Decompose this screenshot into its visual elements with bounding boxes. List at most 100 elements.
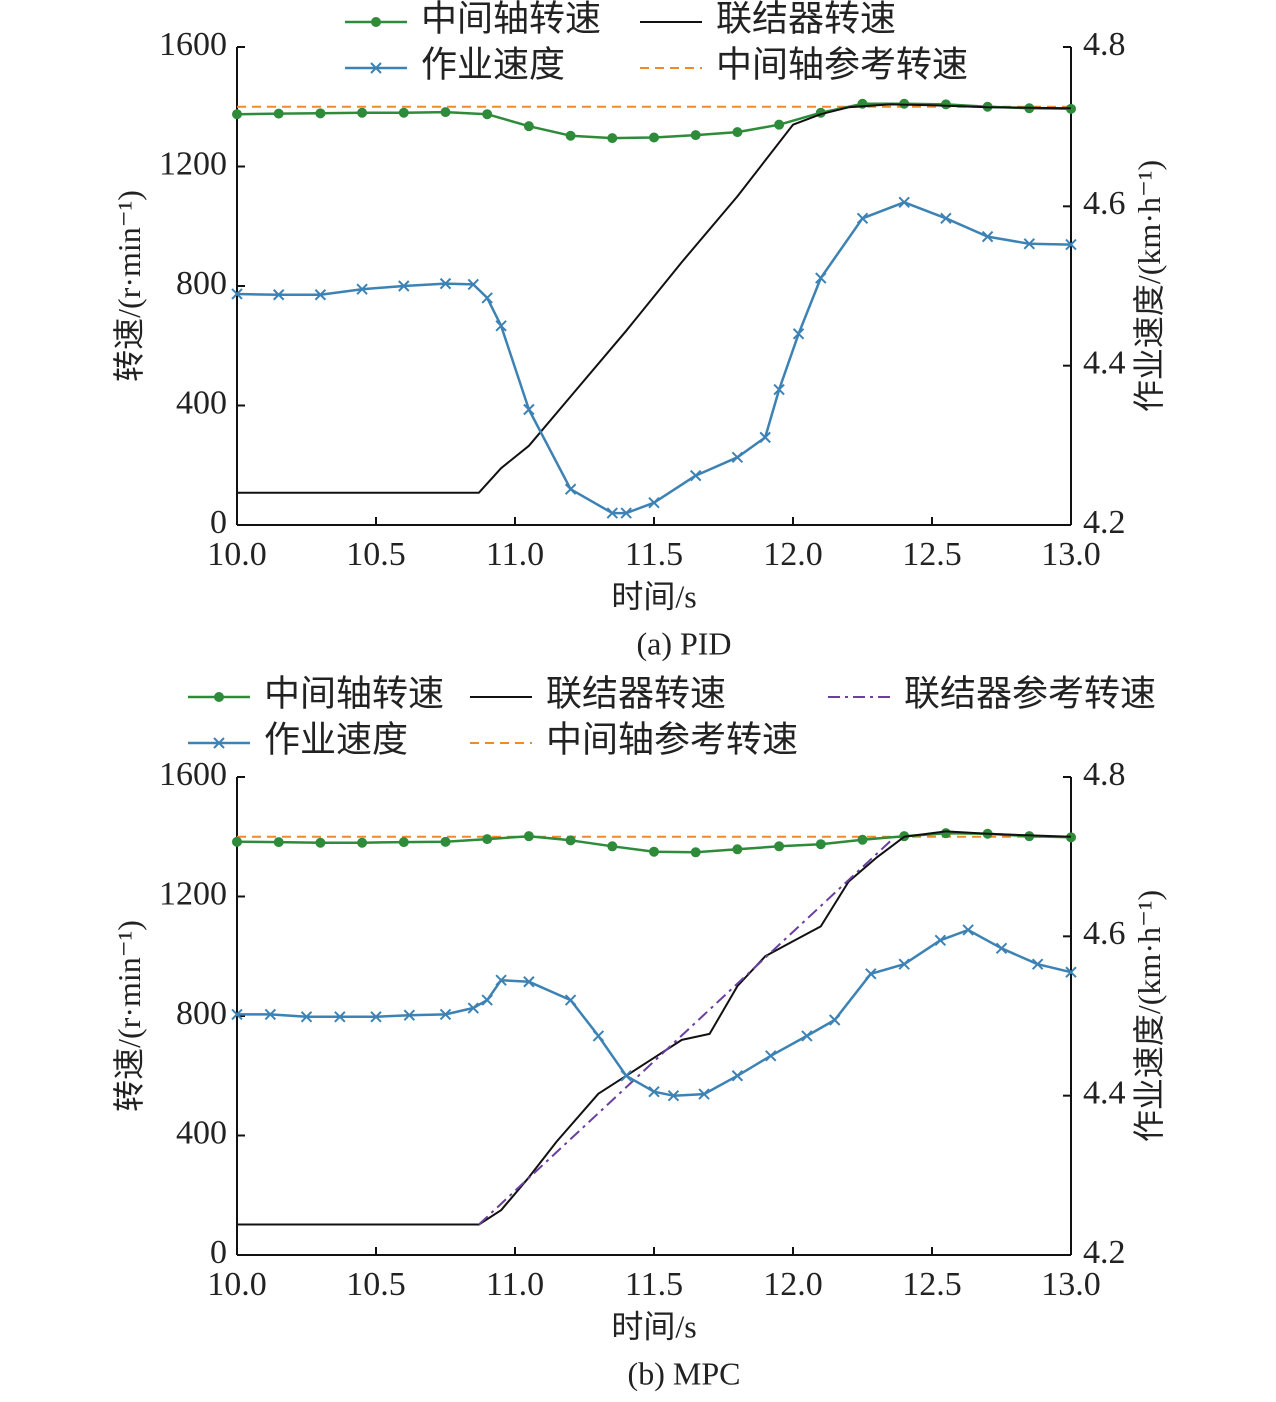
point-work bbox=[495, 320, 507, 332]
point-shaft bbox=[440, 107, 451, 118]
series-line-work bbox=[237, 928, 1072, 1097]
y2-tick-label: 4.8 bbox=[1083, 26, 1126, 63]
point-shaft bbox=[398, 107, 409, 118]
point-work bbox=[264, 1008, 277, 1021]
x-tick-label: 10.0 bbox=[207, 1266, 267, 1303]
point-work bbox=[934, 934, 947, 947]
series-coupler bbox=[237, 103, 1072, 494]
y-tick-label: 0 bbox=[210, 504, 227, 541]
point-work bbox=[231, 1008, 243, 1021]
point-shaft bbox=[523, 831, 534, 842]
point-shaft bbox=[649, 846, 659, 857]
point-work bbox=[467, 278, 480, 291]
legend-label: 联结器参考转速 bbox=[904, 673, 1156, 713]
legend-item-work: 作业速度 bbox=[345, 44, 565, 84]
point-shaft bbox=[732, 844, 743, 855]
point-shaft bbox=[232, 836, 242, 847]
point-work bbox=[995, 942, 1008, 954]
series-work bbox=[231, 924, 1077, 1102]
point-shaft bbox=[857, 834, 868, 845]
chart-panel-pid: 10.0 10.5 11.0 11.5 12.0 12.5 13.0 0 400 800 1200 1… bbox=[111, 0, 1167, 661]
point-work bbox=[1031, 958, 1044, 970]
point-work bbox=[620, 1070, 632, 1082]
y2-tick-label: 4.4 bbox=[1083, 344, 1126, 381]
y2-tick-label: 4.8 bbox=[1083, 756, 1126, 793]
x-axis-title: 时间/s bbox=[611, 1308, 696, 1344]
series-line-coupler bbox=[237, 830, 1072, 1226]
panel-caption: (a) PID bbox=[636, 625, 731, 661]
series-coupler_ref bbox=[478, 840, 891, 1226]
legend-marker bbox=[370, 62, 382, 74]
x-tick-label: 11.0 bbox=[486, 1266, 544, 1303]
y-tick-label: 0 bbox=[210, 1234, 227, 1271]
point-work bbox=[231, 288, 243, 300]
y-tick-label: 1200 bbox=[159, 145, 227, 182]
point-work bbox=[272, 289, 285, 301]
x-tick-label: 11.5 bbox=[625, 1266, 683, 1303]
point-work bbox=[1023, 238, 1036, 250]
point-work bbox=[1065, 966, 1077, 978]
x-tick-label: 12.5 bbox=[902, 1266, 962, 1303]
point-shaft bbox=[440, 836, 451, 847]
legend-item-coupler_ref: 联结器参考转速 bbox=[828, 673, 1156, 713]
y-tick-label: 1600 bbox=[159, 756, 227, 793]
point-shaft bbox=[273, 108, 284, 119]
point-work bbox=[523, 403, 535, 416]
y-tick-label: 800 bbox=[176, 265, 227, 302]
point-work bbox=[865, 968, 877, 980]
x-tick-label: 11.5 bbox=[625, 536, 683, 573]
point-work bbox=[759, 431, 771, 444]
point-shaft bbox=[315, 108, 326, 119]
series-shaft bbox=[232, 828, 1076, 858]
point-work bbox=[495, 974, 507, 986]
point-work bbox=[856, 212, 869, 224]
legend-label: 作业速度 bbox=[421, 44, 565, 84]
point-shaft bbox=[273, 837, 284, 848]
legend-item-shaft_ref: 中间轴参考转速 bbox=[640, 44, 968, 84]
y-tick-label: 400 bbox=[176, 1114, 227, 1151]
legend-marker bbox=[213, 737, 225, 749]
legend-item-shaft: 中间轴转速 bbox=[188, 673, 444, 713]
x-axis-title: 时间/s bbox=[611, 578, 696, 614]
legend-marker bbox=[214, 692, 224, 702]
panel-caption: (b) MPC bbox=[628, 1355, 741, 1391]
point-work bbox=[792, 328, 805, 340]
point-shaft bbox=[565, 130, 576, 141]
legend-label: 联结器转速 bbox=[546, 673, 726, 713]
legend-item-shaft: 中间轴转速 bbox=[345, 0, 601, 38]
x-tick-label: 12.5 bbox=[902, 536, 962, 573]
y2-axis-title: 作业速度/(km·h⁻¹) bbox=[1131, 160, 1167, 412]
series-line-work bbox=[236, 201, 1072, 515]
point-shaft bbox=[357, 107, 368, 118]
point-work bbox=[481, 292, 493, 304]
legend-label: 中间轴转速 bbox=[264, 673, 444, 713]
y2-tick-label: 4.6 bbox=[1083, 915, 1126, 952]
y-tick-label: 800 bbox=[176, 995, 227, 1032]
y-tick-label: 400 bbox=[176, 384, 227, 421]
legend-item-work: 作业速度 bbox=[188, 719, 408, 759]
legend-label: 中间轴转速 bbox=[421, 0, 601, 38]
point-work bbox=[815, 272, 827, 284]
point-work bbox=[356, 283, 368, 295]
legend-label: 中间轴参考转速 bbox=[546, 719, 798, 759]
point-work bbox=[1065, 238, 1077, 251]
point-work bbox=[940, 212, 952, 224]
series-line-coupler bbox=[237, 103, 1072, 494]
point-work bbox=[403, 1009, 416, 1021]
point-work bbox=[370, 1011, 382, 1023]
y2-tick-label: 4.4 bbox=[1083, 1074, 1126, 1111]
y-tick-label: 1600 bbox=[159, 26, 227, 63]
point-shaft bbox=[815, 839, 826, 850]
chart-panel-mpc: 10.0 10.5 11.0 11.5 12.0 12.5 13.0 0 400 800 1200 1… bbox=[111, 673, 1167, 1391]
point-work bbox=[300, 1011, 313, 1023]
point-shaft bbox=[357, 837, 368, 848]
point-work bbox=[731, 451, 744, 463]
x-tick-label: 10.0 bbox=[207, 536, 267, 573]
y2-tick-label: 4.2 bbox=[1083, 504, 1126, 541]
y2-axis-title: 作业速度/(km·h⁻¹) bbox=[1131, 890, 1167, 1142]
point-work bbox=[689, 469, 702, 482]
point-work bbox=[898, 196, 910, 209]
legend-marker bbox=[371, 17, 381, 27]
